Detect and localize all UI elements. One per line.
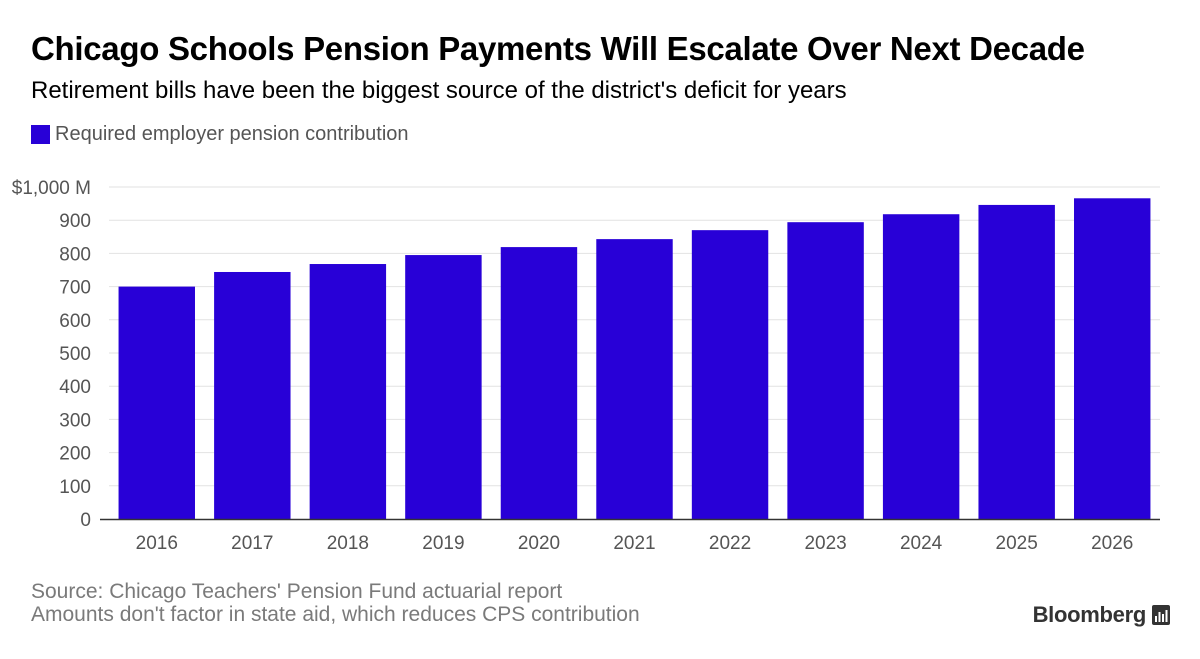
- y-tick-label: 200: [59, 444, 91, 465]
- legend-swatch: [31, 125, 50, 144]
- x-tick-label: 2018: [327, 533, 369, 554]
- bloomberg-chart-icon: [1152, 605, 1170, 625]
- bar-2019: [405, 255, 482, 519]
- x-tick-label: 2016: [136, 533, 178, 554]
- bar-2025: [978, 204, 1055, 520]
- brand: Bloomberg: [1033, 602, 1170, 628]
- x-tick-label: 2023: [804, 533, 846, 554]
- legend-label: Required employer pension contribution: [55, 123, 409, 145]
- footnote: Amounts don't factor in state aid, which…: [31, 603, 640, 626]
- bar-2023: [787, 222, 864, 519]
- y-tick-label: 900: [59, 211, 91, 232]
- y-tick-label: 700: [59, 278, 91, 299]
- source-note: Source: Chicago Teachers' Pension Fund a…: [31, 580, 563, 603]
- bar-2016: [118, 286, 195, 519]
- y-tick-label: 400: [59, 377, 91, 398]
- y-tick-label: 100: [59, 477, 91, 498]
- x-tick-label: 2024: [900, 533, 943, 554]
- bar-2020: [500, 247, 578, 520]
- x-tick-label: 2021: [613, 533, 655, 554]
- y-tick-label: $1,000 M: [12, 178, 91, 199]
- bloomberg-logo: Bloomberg: [1032, 602, 1147, 627]
- legend: Required employer pension contribution: [31, 123, 409, 146]
- bar-2026: [1074, 198, 1151, 519]
- chart-title: Chicago Schools Pension Payments Will Es…: [31, 30, 1085, 67]
- bar-2021: [596, 239, 673, 519]
- x-tick-label: 2017: [231, 533, 273, 554]
- y-tick-label: 600: [59, 311, 91, 332]
- bar-2018: [309, 264, 387, 519]
- y-tick-label: 0: [80, 510, 91, 531]
- chart-subtitle: Retirement bills have been the biggest s…: [31, 77, 847, 104]
- y-tick-label: 500: [59, 344, 91, 365]
- x-tick-label: 2025: [996, 533, 1038, 554]
- x-tick-label: 2020: [518, 533, 560, 554]
- y-tick-label: 300: [59, 410, 91, 431]
- x-tick-label: 2019: [422, 533, 464, 554]
- bar-2024: [882, 214, 960, 519]
- y-tick-label: 800: [59, 244, 91, 265]
- bar-2022: [691, 230, 769, 519]
- x-tick-label: 2022: [709, 533, 751, 554]
- bar-2017: [214, 271, 291, 519]
- x-tick-label: 2026: [1091, 533, 1133, 554]
